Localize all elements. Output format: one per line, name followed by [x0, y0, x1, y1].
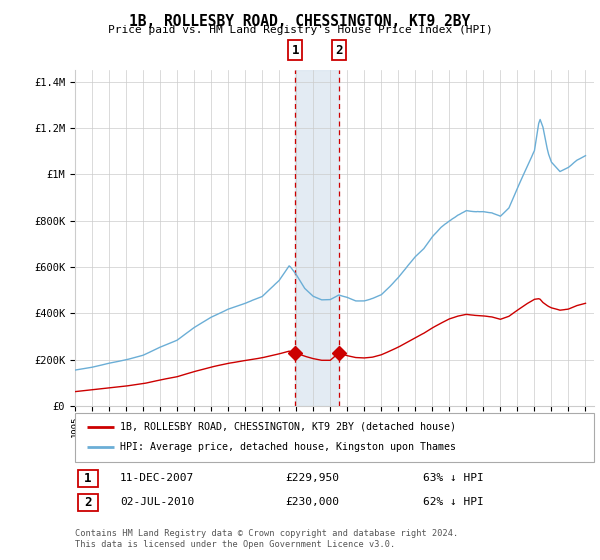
Text: 62% ↓ HPI: 62% ↓ HPI [423, 497, 484, 507]
Bar [295, 70, 339, 406]
Text: 1B, ROLLESBY ROAD, CHESSINGTON, KT9 2BY: 1B, ROLLESBY ROAD, CHESSINGTON, KT9 2BY [130, 14, 470, 29]
Text: £230,000: £230,000 [285, 497, 339, 507]
Text: 1: 1 [292, 44, 299, 57]
Text: Contains HM Land Registry data © Crown copyright and database right 2024.
This d: Contains HM Land Registry data © Crown c… [75, 529, 458, 549]
Text: 63% ↓ HPI: 63% ↓ HPI [423, 473, 484, 483]
Text: 1: 1 [84, 472, 92, 485]
Text: £229,950: £229,950 [285, 473, 339, 483]
Text: 1B, ROLLESBY ROAD, CHESSINGTON, KT9 2BY (detached house): 1B, ROLLESBY ROAD, CHESSINGTON, KT9 2BY … [120, 422, 456, 432]
Text: Price paid vs. HM Land Registry's House Price Index (HPI): Price paid vs. HM Land Registry's House … [107, 25, 493, 35]
Text: 2: 2 [335, 44, 343, 57]
Text: 2: 2 [84, 496, 92, 509]
Text: HPI: Average price, detached house, Kingston upon Thames: HPI: Average price, detached house, King… [120, 442, 456, 452]
Text: 11-DEC-2007: 11-DEC-2007 [120, 473, 194, 483]
Text: 02-JUL-2010: 02-JUL-2010 [120, 497, 194, 507]
